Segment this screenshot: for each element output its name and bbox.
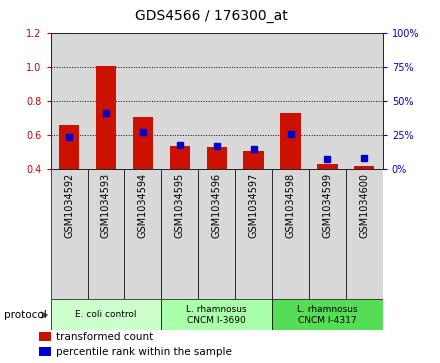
Bar	[198, 33, 235, 169]
Bar	[235, 169, 272, 299]
Bar	[39, 347, 51, 356]
Bar	[272, 169, 309, 299]
Bar	[272, 33, 309, 169]
Bar	[272, 299, 383, 330]
Bar	[51, 169, 88, 299]
Bar	[59, 125, 79, 169]
Bar	[354, 166, 374, 169]
Bar	[243, 151, 264, 169]
Bar	[346, 169, 383, 299]
Text: GSM1034594: GSM1034594	[138, 173, 148, 238]
Bar	[88, 33, 125, 169]
Text: transformed count: transformed count	[56, 332, 154, 342]
Bar	[161, 33, 198, 169]
Text: protocol: protocol	[4, 310, 47, 320]
Bar	[280, 113, 301, 169]
Text: GSM1034596: GSM1034596	[212, 173, 222, 238]
Bar	[170, 146, 190, 169]
Bar	[346, 33, 383, 169]
Text: GSM1034595: GSM1034595	[175, 173, 185, 238]
Text: percentile rank within the sample: percentile rank within the sample	[56, 347, 232, 357]
Bar	[96, 66, 116, 169]
Text: GSM1034598: GSM1034598	[286, 173, 296, 238]
Text: GSM1034597: GSM1034597	[249, 173, 259, 238]
Bar	[206, 147, 227, 169]
Bar	[235, 33, 272, 169]
Text: GSM1034600: GSM1034600	[359, 173, 369, 238]
Bar	[125, 169, 161, 299]
Bar	[133, 117, 153, 169]
Text: GSM1034592: GSM1034592	[64, 173, 74, 238]
Bar	[317, 164, 337, 169]
Bar	[51, 33, 88, 169]
Bar	[161, 299, 272, 330]
Bar	[51, 299, 161, 330]
Bar	[309, 33, 346, 169]
Text: GSM1034599: GSM1034599	[323, 173, 333, 238]
Text: L. rhamnosus
CNCM I-4317: L. rhamnosus CNCM I-4317	[297, 305, 358, 325]
Bar	[198, 169, 235, 299]
Bar	[309, 169, 346, 299]
Text: GDS4566 / 176300_at: GDS4566 / 176300_at	[135, 9, 288, 23]
Bar	[161, 169, 198, 299]
Text: GSM1034593: GSM1034593	[101, 173, 111, 238]
Text: L. rhamnosus
CNCM I-3690: L. rhamnosus CNCM I-3690	[187, 305, 247, 325]
Bar	[125, 33, 161, 169]
Bar	[39, 332, 51, 341]
Bar	[88, 169, 125, 299]
Text: E. coli control: E. coli control	[75, 310, 137, 319]
